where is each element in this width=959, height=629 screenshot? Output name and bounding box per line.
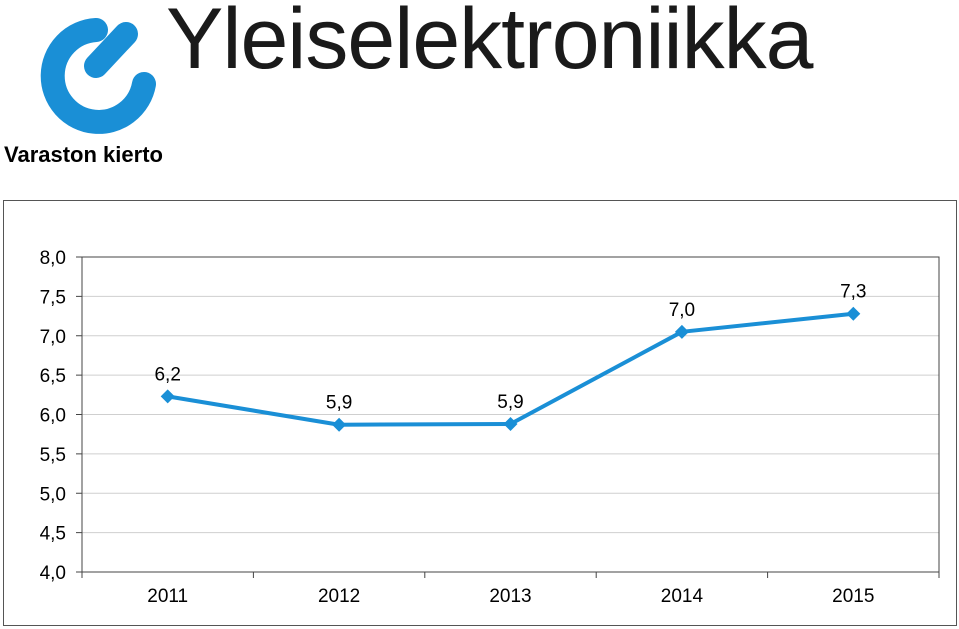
x-tick-label: 2012 xyxy=(318,586,360,607)
data-point-marker xyxy=(846,306,861,321)
data-point-marker xyxy=(160,389,175,404)
data-point-marker xyxy=(503,416,518,431)
y-tick-label: 6,0 xyxy=(40,406,66,427)
x-tick-label: 2015 xyxy=(832,586,874,607)
y-tick-label: 4,0 xyxy=(40,563,66,584)
brand-logo: Yleiselektroniikka xyxy=(0,0,959,135)
brand-logo-mark xyxy=(40,18,156,134)
data-label: 7,0 xyxy=(669,300,695,321)
data-label: 6,2 xyxy=(154,364,180,385)
y-tick-label: 5,5 xyxy=(40,445,66,466)
data-label: 7,3 xyxy=(840,282,866,303)
y-tick-label: 8,0 xyxy=(40,248,66,269)
chart-title: Varaston kierto xyxy=(4,142,163,167)
data-point-marker xyxy=(332,417,347,432)
y-tick-label: 6,5 xyxy=(40,366,66,387)
x-tick-label: 2013 xyxy=(489,586,531,607)
plot-area xyxy=(81,256,940,573)
y-tick-label: 7,5 xyxy=(40,287,66,308)
data-point-marker xyxy=(674,324,689,339)
brand-name: Yleiselektroniikka xyxy=(166,0,813,87)
y-tick-label: 7,0 xyxy=(40,327,66,348)
y-tick-label: 5,0 xyxy=(40,484,66,505)
x-tick-label: 2011 xyxy=(147,586,188,607)
x-tick-label: 2014 xyxy=(661,586,704,607)
data-label: 5,9 xyxy=(326,393,352,414)
line-chart: 4,0 4,5 5,0 5,5 6,0 6,5 7,0 7,5 8,0 2011 2012 2013 2… xyxy=(40,248,940,607)
data-label: 5,9 xyxy=(497,392,523,413)
chart-frame: 4,0 4,5 5,0 5,5 6,0 6,5 7,0 7,5 8,0 2011 2012 2013 2… xyxy=(3,200,957,626)
y-tick-label: 4,5 xyxy=(40,524,66,545)
